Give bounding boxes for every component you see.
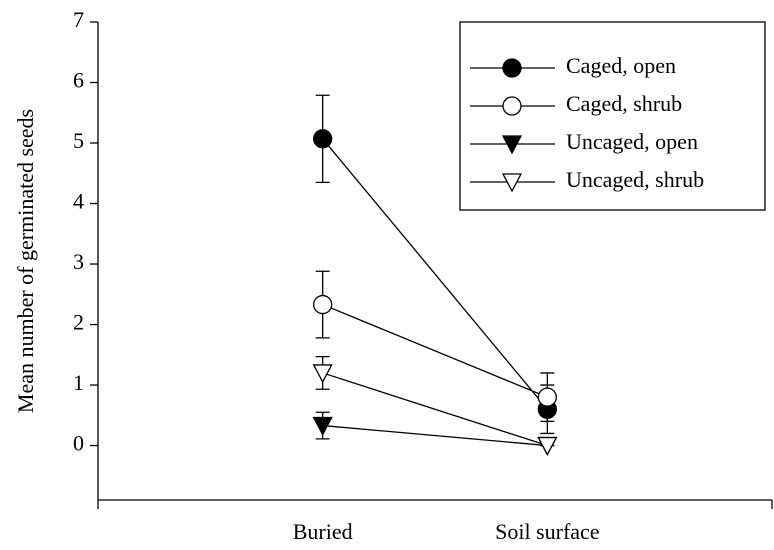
series-line — [322, 138, 548, 410]
x-tick-label: Buried — [293, 519, 353, 544]
y-tick-label: 7 — [73, 7, 84, 32]
data-point — [312, 364, 333, 384]
series-line — [322, 372, 548, 447]
y-tick-label: 0 — [73, 431, 84, 456]
y-tick-label: 1 — [73, 370, 84, 395]
y-tick-label: 3 — [73, 249, 84, 274]
y-tick-label: 4 — [73, 189, 84, 214]
series-line — [322, 424, 548, 447]
x-tick-label: Soil surface — [495, 519, 599, 544]
series-line — [322, 303, 548, 398]
legend-marker — [501, 135, 523, 155]
legend-marker — [501, 173, 523, 193]
data-point — [312, 416, 333, 436]
legend-marker — [502, 96, 522, 116]
legend-label: Caged, open — [566, 53, 676, 78]
data-point — [313, 129, 333, 149]
legend-label: Caged, shrub — [566, 91, 682, 116]
y-axis-label: Mean number of germinated seeds — [13, 109, 38, 413]
y-tick-label: 6 — [73, 68, 84, 93]
y-tick-label: 5 — [73, 128, 84, 153]
legend-marker — [502, 58, 522, 78]
data-point — [313, 294, 333, 315]
legend-label: Uncaged, shrub — [566, 167, 704, 192]
data-point — [537, 436, 558, 456]
legend-label: Uncaged, open — [566, 129, 698, 154]
data-point — [537, 387, 557, 407]
y-tick-label: 2 — [73, 310, 84, 335]
